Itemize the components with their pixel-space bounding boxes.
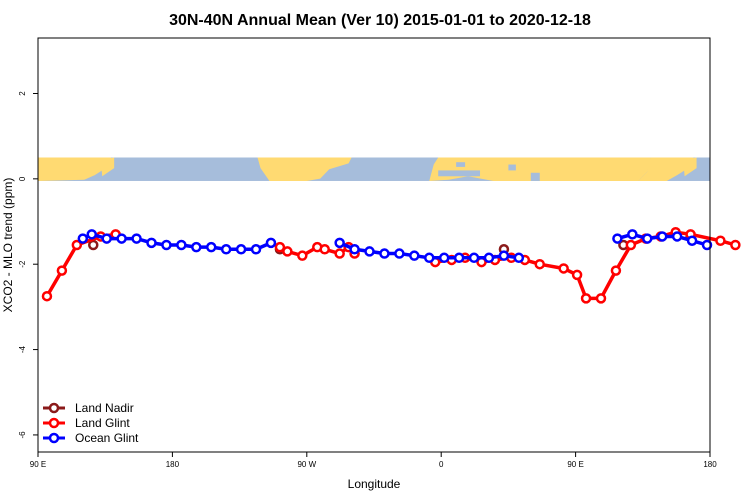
- x-tick-label: 0: [439, 460, 444, 469]
- inland-sea-2: [456, 162, 466, 167]
- data-point-ocean-glint: [349, 244, 360, 255]
- legend-item-ocean-glint: Ocean Glint: [43, 431, 139, 445]
- data-point-ocean-glint: [701, 239, 713, 251]
- data-point-ocean-glint: [424, 252, 435, 264]
- inland-sea-4: [530, 172, 540, 181]
- data-point-ocean-glint: [334, 237, 345, 249]
- data-point-ocean-glint: [656, 231, 668, 242]
- data-point-ocean-glint: [671, 231, 683, 242]
- data-point-ocean-glint: [612, 233, 623, 244]
- data-point-ocean-glint: [686, 235, 698, 246]
- data-point-land-glint: [571, 269, 583, 281]
- data-point-land-glint: [730, 239, 741, 251]
- data-point-ocean-glint: [176, 239, 187, 251]
- plot-frame: [37, 37, 711, 453]
- legend-item-land-glint: Land Glint: [43, 416, 130, 430]
- data-point-ocean-glint: [101, 233, 112, 244]
- data-point-ocean-glint: [235, 244, 247, 255]
- data-point-land-glint: [580, 293, 592, 304]
- legend-swatch-marker: [48, 402, 60, 414]
- y-tick-label: -6: [18, 431, 27, 439]
- data-point-land-glint: [334, 248, 345, 259]
- land-mass-5: [638, 157, 694, 181]
- data-point-ocean-glint: [468, 252, 480, 264]
- data-point-land-glint: [558, 263, 569, 274]
- x-axis: 90 E 180 90 W 0 90 E 180: [30, 451, 717, 469]
- data-point-ocean-glint: [220, 244, 232, 255]
- data-point-ocean-glint: [513, 252, 525, 264]
- data-point-land-glint: [534, 258, 546, 270]
- data-point-ocean-glint: [364, 246, 375, 257]
- data-point-land-glint: [297, 250, 308, 261]
- data-point-land-nadir: [88, 239, 99, 251]
- x-tick-label: 90 E: [30, 460, 46, 469]
- data-point-ocean-glint: [205, 241, 217, 253]
- y-tick-label: 0: [18, 176, 27, 181]
- land-mass-2: [100, 157, 115, 177]
- x-tick-label: 180: [703, 460, 717, 469]
- land-mass-3: [257, 157, 352, 181]
- data-point-land-glint: [71, 239, 83, 251]
- data-point-land-glint: [610, 265, 622, 276]
- data-point-land-glint: [625, 239, 637, 251]
- legend-swatch-marker: [48, 417, 60, 429]
- series-land-glint: [41, 226, 741, 304]
- data-point-ocean-glint: [483, 252, 495, 264]
- data-point-land-glint: [56, 265, 68, 276]
- land-mass-6: [683, 157, 697, 177]
- data-point-land-glint: [715, 235, 726, 246]
- x-tick-label: 90 E: [567, 460, 583, 469]
- x-tick-label: 180: [166, 460, 180, 469]
- data-point-ocean-glint: [394, 248, 405, 259]
- data-point-ocean-glint: [191, 241, 202, 253]
- data-point-ocean-glint: [77, 233, 89, 244]
- y-tick-label: -4: [18, 345, 27, 353]
- data-point-ocean-glint: [409, 250, 420, 261]
- y-axis: 2 0 -2 -4 -6: [18, 91, 39, 439]
- y-axis-label: XCO2 - MLO trend (ppm): [1, 178, 15, 313]
- chart-title: 30N-40N Annual Mean (Ver 10) 2015-01-01 …: [169, 12, 591, 29]
- legend-item-land-nadir: Land Nadir: [43, 401, 134, 415]
- data-point-ocean-glint: [116, 233, 127, 244]
- land-mass-4: [429, 157, 651, 181]
- legend-label: Land Glint: [75, 416, 130, 430]
- data-point-ocean-glint: [642, 233, 653, 244]
- legend-label: Land Nadir: [75, 401, 134, 415]
- data-point-ocean-glint: [86, 229, 98, 240]
- inland-sea-1: [438, 170, 481, 177]
- data-marks: [41, 226, 741, 304]
- data-point-land-glint: [319, 244, 330, 255]
- data-point-ocean-glint: [438, 252, 450, 264]
- data-point-ocean-glint: [379, 248, 390, 259]
- y-tick-label: -2: [18, 260, 27, 268]
- data-point-ocean-glint: [627, 229, 638, 240]
- data-point-ocean-glint: [498, 250, 510, 261]
- x-tick-label: 90 W: [297, 460, 316, 469]
- data-point-ocean-glint: [453, 252, 465, 264]
- world-map-strip: [38, 157, 710, 181]
- data-point-ocean-glint: [146, 237, 157, 249]
- land-mass-1: [38, 157, 112, 181]
- data-point-ocean-glint: [131, 233, 142, 244]
- data-point-ocean-glint: [265, 237, 277, 249]
- inland-sea-3: [508, 164, 516, 171]
- data-point-land-glint: [282, 246, 293, 257]
- data-point-land-glint: [41, 290, 53, 302]
- data-point-ocean-glint: [161, 239, 172, 251]
- x-axis-label: Longitude: [348, 477, 401, 491]
- data-point-land-glint: [595, 293, 607, 304]
- legend-swatch-marker: [48, 432, 60, 444]
- y-tick-label: 2: [18, 91, 27, 96]
- data-point-ocean-glint: [250, 244, 262, 255]
- data-point-land-glint: [274, 241, 286, 253]
- series-ocean-glint: [77, 229, 713, 264]
- legend-label: Ocean Glint: [75, 431, 139, 445]
